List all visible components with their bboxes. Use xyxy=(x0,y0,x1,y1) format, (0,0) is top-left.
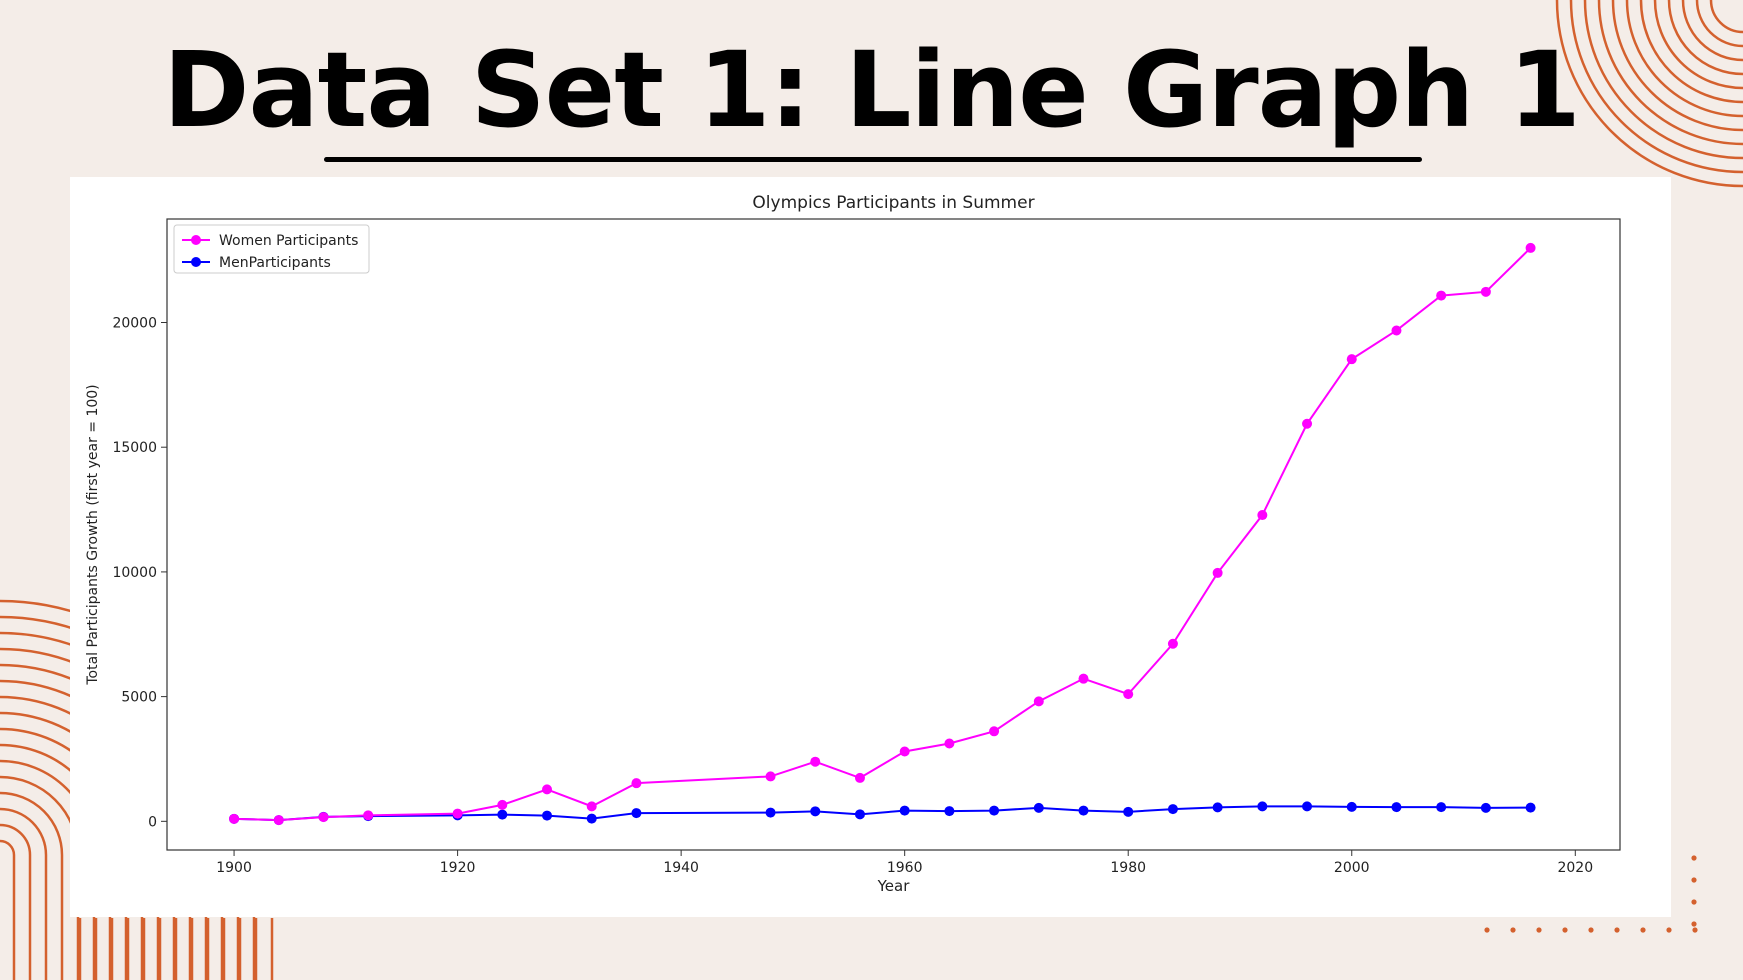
data-point xyxy=(1167,804,1178,815)
data-point xyxy=(542,810,553,821)
data-point xyxy=(1078,673,1089,684)
x-tick-label: 1960 xyxy=(887,860,923,876)
data-point xyxy=(1123,806,1134,817)
data-point xyxy=(1212,567,1223,578)
y-axis-label: Total Participants Growth (first year = … xyxy=(85,384,101,685)
data-point xyxy=(363,810,374,821)
data-point xyxy=(899,805,910,816)
y-axis-ticks: 0 5000 10000 15000 20000 xyxy=(112,316,167,830)
data-point xyxy=(452,808,463,819)
data-point xyxy=(989,726,1000,737)
dotted-corner-bottom-right xyxy=(1484,855,1698,933)
data-point xyxy=(899,746,910,757)
y-tick-label: 15000 xyxy=(112,440,157,456)
data-point xyxy=(586,813,597,824)
plot-area-frame xyxy=(166,218,1621,851)
data-point xyxy=(497,799,508,810)
data-point xyxy=(810,806,821,817)
series-women-participants xyxy=(229,242,1536,826)
data-point xyxy=(1033,696,1044,707)
data-point xyxy=(1346,801,1357,812)
data-point xyxy=(810,756,821,767)
chart-card: Olympics Participants in Summer Year Tot… xyxy=(70,177,1671,917)
x-axis-ticks: 1900 1920 1940 1960 1980 2000 2020 xyxy=(216,850,1593,876)
slide-title: Data Set 1: Line Graph 1 xyxy=(163,29,1581,151)
legend-label: MenParticipants xyxy=(219,255,331,271)
legend-item: MenParticipants xyxy=(182,255,331,271)
data-point xyxy=(1212,802,1223,813)
data-point xyxy=(1525,242,1536,253)
x-axis-label: Year xyxy=(877,877,911,895)
data-point xyxy=(1346,354,1357,365)
data-point xyxy=(1391,802,1402,813)
data-point xyxy=(318,812,329,823)
data-point xyxy=(1436,290,1447,301)
data-point xyxy=(586,801,597,812)
data-point xyxy=(1033,802,1044,813)
data-point xyxy=(854,772,865,783)
legend-box xyxy=(173,224,370,274)
data-point xyxy=(631,778,642,789)
legend: Women Participants MenParticipants xyxy=(173,224,370,274)
x-tick-label: 1900 xyxy=(216,860,252,876)
y-tick-label: 10000 xyxy=(112,565,157,581)
title-underline xyxy=(324,157,1422,162)
y-tick-label: 0 xyxy=(148,814,157,830)
data-point xyxy=(1257,510,1268,521)
series-line-women-participants xyxy=(234,247,1532,822)
legend-swatch-marker xyxy=(191,257,201,267)
x-tick-label: 1920 xyxy=(440,860,476,876)
series-layer xyxy=(229,242,1536,826)
data-point xyxy=(1525,802,1536,813)
x-tick-label: 1980 xyxy=(1110,860,1146,876)
data-point xyxy=(1480,286,1491,297)
data-point xyxy=(765,807,776,818)
data-point xyxy=(1391,325,1402,336)
data-point xyxy=(989,805,1000,816)
line-chart: Olympics Participants in Summer Year Tot… xyxy=(85,193,1621,895)
data-point xyxy=(1302,801,1313,812)
y-tick-label: 5000 xyxy=(121,690,157,706)
data-point xyxy=(542,784,553,795)
data-point xyxy=(1480,802,1491,813)
x-tick-label: 2020 xyxy=(1557,860,1593,876)
x-tick-label: 2000 xyxy=(1334,860,1370,876)
data-point xyxy=(497,809,508,820)
data-point xyxy=(1436,802,1447,813)
data-point xyxy=(854,809,865,820)
data-point xyxy=(1123,689,1134,700)
data-point xyxy=(229,813,240,824)
data-point xyxy=(944,738,955,749)
data-point xyxy=(944,806,955,817)
x-tick-label: 1940 xyxy=(663,860,699,876)
vertical-lines-bottom xyxy=(78,918,274,980)
series-menparticipants xyxy=(229,801,1536,826)
data-point xyxy=(1302,418,1313,429)
data-point xyxy=(631,808,642,819)
data-point xyxy=(273,815,284,826)
legend-swatch-marker xyxy=(191,235,201,245)
legend-label: Women Participants xyxy=(219,233,358,249)
y-tick-label: 20000 xyxy=(112,316,157,332)
chart-title: Olympics Participants in Summer xyxy=(752,193,1034,213)
data-point xyxy=(1257,801,1268,812)
data-point xyxy=(1078,805,1089,816)
data-point xyxy=(1167,638,1178,649)
legend-item: Women Participants xyxy=(182,233,358,249)
data-point xyxy=(765,771,776,782)
